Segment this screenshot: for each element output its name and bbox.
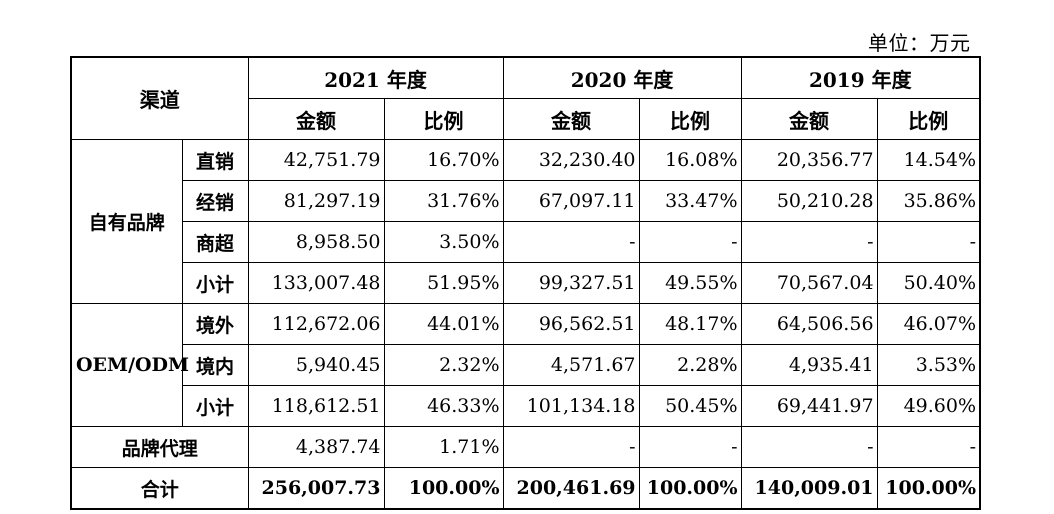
cell-amount: 140,009.01 xyxy=(740,467,878,510)
total-label: 合计 xyxy=(70,467,249,510)
cell-amount: 4,571.67 xyxy=(502,344,640,386)
cell-amount: 70,567.04 xyxy=(740,262,878,304)
cell-amount: 5,940.45 xyxy=(247,344,385,386)
row-label: 小计 xyxy=(181,385,249,427)
cell-ratio: 16.08% xyxy=(638,139,742,181)
table-row: 商超 8,958.50 3.50% - - - - xyxy=(71,221,981,263)
table-row: 自有品牌 直销 42,751.79 16.70% 32,230.40 16.08… xyxy=(70,139,981,304)
cell-ratio: 48.17% xyxy=(638,303,742,345)
cell-amount: - xyxy=(502,221,640,263)
cell-ratio: 2.28% xyxy=(638,344,742,386)
cell-ratio: 46.07% xyxy=(876,303,981,345)
cell-amount: 133,007.48 xyxy=(247,262,385,304)
header-amount: 金额 xyxy=(247,98,385,140)
cell-ratio: 2.32% xyxy=(383,344,504,386)
group-own-brand: 自有品牌 xyxy=(70,139,183,304)
cell-amount: 101,134.18 xyxy=(502,385,640,427)
cell-ratio: - xyxy=(876,426,981,468)
cell-amount: 32,230.40 xyxy=(502,139,640,181)
cell-ratio: 3.50% xyxy=(383,221,504,263)
header-ratio: 比例 xyxy=(876,98,981,140)
header-amount: 金额 xyxy=(502,98,640,140)
cell-ratio: 33.47% xyxy=(638,180,742,222)
cell-ratio: 50.45% xyxy=(638,385,742,427)
cell-amount: 81,297.19 xyxy=(247,180,385,222)
group-oem-odm: OEM/ODM xyxy=(70,303,189,427)
cell-ratio: 31.76% xyxy=(383,180,504,222)
cell-ratio: 100.00% xyxy=(383,467,504,510)
cell-ratio: 44.01% xyxy=(383,303,504,345)
revenue-by-channel-table: 渠道 2021 年度 2020 年度 2019 年度 金额 比例 金额 比例 金… xyxy=(70,56,982,510)
unit-label: 单位：万元 xyxy=(868,31,971,55)
total-row: 合计 256,007.73 100.00% 200,461.69 100.00%… xyxy=(70,467,981,510)
cell-ratio: 3.53% xyxy=(876,344,981,386)
table-row: 品牌代理 4,387.74 1.71% - - - - xyxy=(70,426,981,468)
cell-amount: 8,958.50 xyxy=(247,221,385,263)
cell-amount: - xyxy=(740,221,878,263)
header-row-years: 渠道 2021 年度 2020 年度 2019 年度 xyxy=(70,56,981,140)
table-row: OEM/ODM 境外 112,672.06 44.01% 96,562.51 4… xyxy=(70,303,981,427)
cell-ratio: 1.71% xyxy=(383,426,504,468)
cell-ratio: 49.60% xyxy=(876,385,981,427)
cell-ratio: 49.55% xyxy=(638,262,742,304)
row-label: 境外 xyxy=(181,303,249,345)
cell-amount: 67,097.11 xyxy=(502,180,640,222)
row-label: 经销 xyxy=(181,180,249,222)
header-year-2019: 2019 年度 xyxy=(740,56,981,99)
table-row: 经销 81,297.19 31.76% 67,097.11 33.47% 50,… xyxy=(71,180,981,222)
header-ratio: 比例 xyxy=(638,98,742,140)
row-label: 境内 xyxy=(181,344,249,386)
cell-ratio: 100.00% xyxy=(876,467,981,510)
cell-ratio: 16.70% xyxy=(383,139,504,181)
cell-amount: 4,935.41 xyxy=(740,344,878,386)
table-row: 小计 133,007.48 51.95% 99,327.51 49.55% 70… xyxy=(71,262,981,304)
cell-ratio: 35.86% xyxy=(876,180,981,222)
cell-amount: - xyxy=(502,426,640,468)
header-year-2021: 2021 年度 xyxy=(247,56,504,99)
row-label: 直销 xyxy=(181,139,249,181)
cell-amount: 99,327.51 xyxy=(502,262,640,304)
cell-amount: 20,356.77 xyxy=(740,139,878,181)
cell-ratio: 100.00% xyxy=(638,467,742,510)
table-row: 境内 5,940.45 2.32% 4,571.67 2.28% 4,935.4… xyxy=(71,344,981,386)
cell-amount: 69,441.97 xyxy=(740,385,878,427)
cell-ratio: 14.54% xyxy=(876,139,981,181)
cell-amount: 4,387.74 xyxy=(247,426,385,468)
cell-amount: - xyxy=(740,426,878,468)
cell-amount: 42,751.79 xyxy=(247,139,385,181)
group-brand-agency: 品牌代理 xyxy=(70,426,249,468)
table-row: 小计 118,612.51 46.33% 101,134.18 50.45% 6… xyxy=(71,385,981,427)
row-label: 小计 xyxy=(181,262,249,304)
row-label: 商超 xyxy=(181,221,249,263)
cell-amount: 118,612.51 xyxy=(247,385,385,427)
header-ratio: 比例 xyxy=(383,98,504,140)
cell-ratio: - xyxy=(638,221,742,263)
cell-amount: 50,210.28 xyxy=(740,180,878,222)
header-amount: 金额 xyxy=(740,98,878,140)
header-year-2020: 2020 年度 xyxy=(502,56,742,99)
header-channel: 渠道 xyxy=(70,56,249,140)
cell-amount: 96,562.51 xyxy=(502,303,640,345)
cell-ratio: - xyxy=(638,426,742,468)
cell-ratio: 50.40% xyxy=(876,262,981,304)
cell-ratio: 46.33% xyxy=(383,385,504,427)
cell-amount: 200,461.69 xyxy=(502,467,640,510)
cell-amount: 112,672.06 xyxy=(247,303,385,345)
cell-amount: 256,007.73 xyxy=(247,467,385,510)
cell-ratio: 51.95% xyxy=(383,262,504,304)
cell-amount: 64,506.56 xyxy=(740,303,878,345)
cell-ratio: - xyxy=(876,221,981,263)
